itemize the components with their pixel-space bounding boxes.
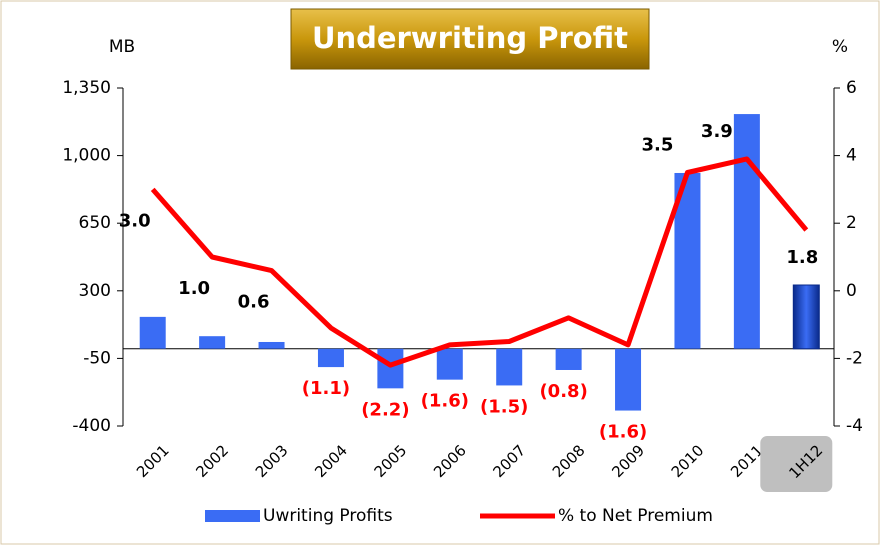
y2-tick-label: 6 [846, 78, 857, 98]
y-tick-label: 1,350 [62, 78, 111, 98]
line [150, 156, 809, 368]
data-label: (2.2) [361, 399, 409, 420]
y-axis-label: MB [109, 37, 135, 57]
y2-tick-label: -4 [846, 416, 863, 436]
y2-tick-label: 2 [846, 213, 857, 233]
y-tick-label: -400 [72, 416, 111, 436]
data-label: (1.1) [302, 378, 350, 399]
y-tick-label: 650 [79, 213, 111, 233]
bar [139, 316, 166, 349]
data-label: 1.8 [786, 247, 818, 268]
bar [436, 348, 463, 380]
highlight-box [760, 436, 833, 492]
bar [258, 341, 285, 349]
chart-title: Underwriting Profit [312, 21, 628, 55]
bar [615, 348, 642, 411]
bar [792, 284, 820, 350]
bar [733, 114, 760, 349]
bar [199, 336, 226, 349]
data-label: 0.6 [238, 292, 270, 313]
bar [317, 348, 344, 368]
data-label: 3.9 [701, 121, 733, 142]
y2-tick-label: -2 [846, 348, 863, 368]
bar [555, 348, 582, 370]
legend-label: Uwriting Profits [263, 506, 393, 526]
data-label: (0.8) [539, 381, 587, 402]
y-tick-label: -50 [83, 348, 111, 368]
data-label: (1.6) [599, 422, 647, 443]
y2-axis-label: % [832, 37, 848, 57]
data-label: (1.5) [480, 396, 528, 417]
data-label: 3.5 [642, 135, 674, 156]
y-tick-label: 300 [79, 281, 111, 301]
title-box [290, 8, 650, 70]
bar [496, 348, 523, 386]
y-tick-label: 1,000 [62, 146, 111, 166]
data-label: 3.0 [119, 210, 151, 231]
bar [377, 348, 404, 389]
legend-swatch [205, 510, 260, 522]
data-label: 1.0 [178, 278, 210, 299]
legend-label: % to Net Premium [558, 506, 713, 526]
data-label: (1.6) [421, 391, 469, 412]
y2-tick-label: 0 [846, 281, 857, 301]
y2-tick-label: 4 [846, 146, 857, 166]
